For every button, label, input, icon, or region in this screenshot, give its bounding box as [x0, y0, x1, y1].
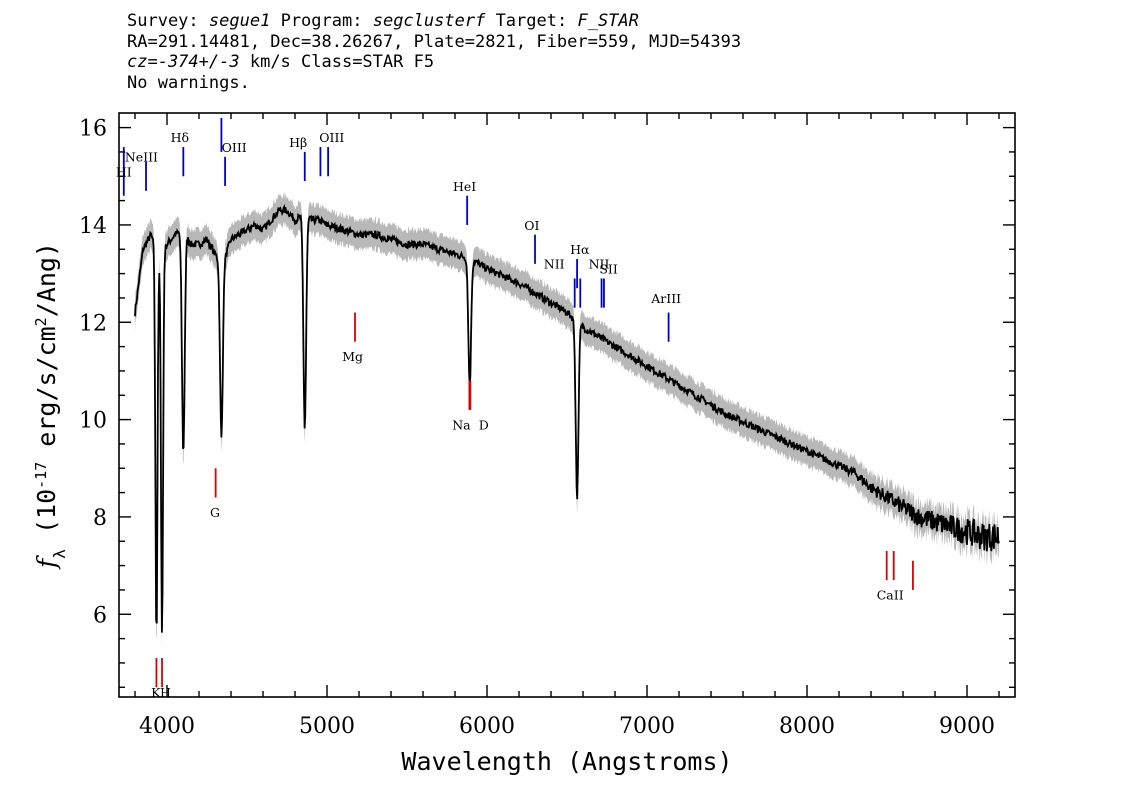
y-axis-unit-a: (10 [32, 489, 61, 549]
y-tick-label: 16 [79, 117, 107, 142]
flux-line-group [134, 203, 1000, 633]
spectral-line-label: K [151, 685, 161, 700]
y-axis-symbol: f [32, 555, 61, 570]
spectral-line-label: D [479, 417, 489, 432]
error-band-group [135, 192, 999, 648]
spectral-line-markers [122, 117, 914, 688]
x-axis-title: Wavelength (Angstroms) [401, 747, 732, 776]
spectral-line-label: HI [116, 164, 132, 179]
header-redshift: cz=-374+/-3 [127, 52, 240, 72]
header-class: km/s Class=STAR F5 [249, 52, 435, 72]
flux-line [134, 203, 1000, 633]
header-warnings: No warnings. [127, 72, 250, 93]
x-tick-label: 7000 [619, 714, 675, 739]
y-axis-subscript: λ [50, 549, 69, 559]
spectral-line-label: OIII [222, 140, 247, 155]
y-tick-label: 10 [79, 409, 107, 434]
spectral-line-label: NeIII [125, 150, 158, 165]
y-tick-label: 8 [93, 506, 107, 531]
y-axis-unit-c: /Ang) [32, 242, 61, 317]
y-axis-ticks: 6 8 10 12 14 16 [79, 117, 1015, 688]
y-axis-exponent-2: 2 [32, 317, 50, 326]
spectral-line-label: G [210, 505, 220, 520]
spectral-line-label: Hα [570, 242, 590, 257]
spectral-line-label: OI [524, 218, 539, 233]
spectral-line-label: Hβ [289, 135, 307, 150]
header-program: segclusterf [372, 11, 486, 31]
plot-frame [118, 112, 1016, 698]
spectral-line-label: Mg [342, 349, 363, 364]
spectral-line-label: NII [544, 257, 565, 272]
x-tick-label: 4000 [139, 714, 195, 739]
x-tick-label: 6000 [459, 714, 515, 739]
header-target: F_STAR [577, 11, 639, 31]
spectral-line-label: Hδ [171, 130, 189, 145]
x-tick-label: 9000 [939, 714, 995, 739]
spectral-line-label: ArIII [650, 291, 681, 306]
spectral-line-label: OIII [319, 130, 344, 145]
header-survey-label: Survey: [127, 11, 199, 31]
spectral-line-label: NII [589, 257, 610, 272]
y-axis-unit-b: erg/s/cm [32, 326, 61, 461]
x-axis-ticks: 4000 5000 6000 7000 8000 9000 [134, 113, 1000, 739]
spectral-line-label: CaII [877, 588, 904, 603]
header-survey: segue1 [208, 11, 271, 31]
spectral-line-label: SII [599, 262, 618, 277]
y-axis-title: fλ (10-17 erg/s/cm2/Ang) [32, 242, 69, 570]
spectral-line-label: Na [452, 417, 471, 432]
spectrum-header: Survey: segue1 Program: segclusterf Targ… [127, 11, 741, 93]
error-band [135, 192, 999, 648]
header-target-label: Target: [495, 11, 568, 31]
header-coordinates: RA=291.14481, Dec=38.26267, Plate=2821, … [127, 31, 742, 52]
x-tick-label: 5000 [299, 714, 355, 739]
x-tick-label: 8000 [779, 714, 835, 739]
y-axis-exponent: -17 [32, 462, 50, 489]
y-tick-label: 14 [79, 214, 107, 239]
y-tick-label: 6 [93, 603, 107, 628]
header-program-label: Program: [280, 11, 363, 31]
y-tick-label: 12 [79, 311, 107, 336]
spectral-line-label: HeI [453, 179, 476, 194]
spectral-line-label: H [160, 685, 171, 700]
